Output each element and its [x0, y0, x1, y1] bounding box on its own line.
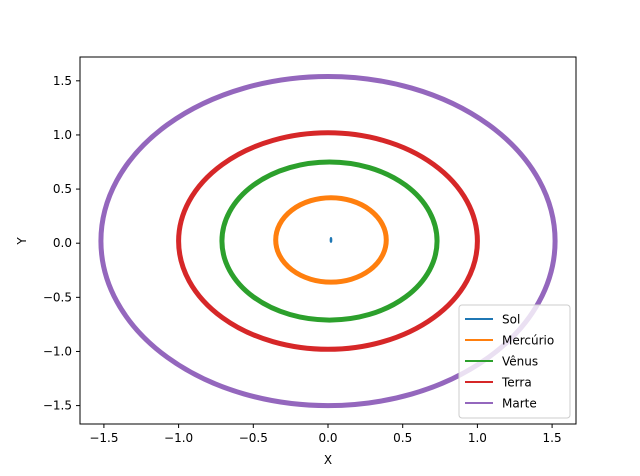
legend-label: Terra — [501, 376, 532, 390]
y-tick-label: 0.5 — [53, 182, 72, 196]
y-tick-label: −0.5 — [43, 290, 72, 304]
x-tick-label: 1.5 — [543, 431, 562, 445]
orbit-marte — [98, 73, 558, 409]
y-axis-ticks: −1.5 −1.0 −0.5 0.0 0.5 1.0 1.5 — [43, 74, 80, 413]
x-tick-label: −1.0 — [164, 431, 193, 445]
x-tick-label: −1.5 — [89, 431, 118, 445]
legend: Sol Mercúrio Vênus Terra Marte — [458, 304, 571, 419]
orbit-venus — [219, 159, 440, 323]
y-tick-label: 1.5 — [53, 74, 72, 88]
legend-label: Mercúrio — [502, 334, 554, 348]
legend-frame — [458, 304, 571, 419]
y-tick-label: −1.0 — [43, 344, 72, 358]
legend-label: Marte — [502, 397, 537, 411]
x-axis-ticks: −1.5 −1.0 −0.5 0.0 0.5 1.0 1.5 — [89, 424, 562, 445]
orbit-terra — [176, 130, 480, 352]
y-tick-label: −1.5 — [43, 399, 72, 413]
x-tick-label: 0.0 — [318, 431, 337, 445]
orbit-mercurio — [273, 195, 389, 285]
x-axis-label: X — [324, 453, 332, 467]
y-tick-label: 1.0 — [53, 128, 72, 142]
y-axis-label: Y — [15, 237, 29, 246]
x-tick-label: −0.5 — [239, 431, 268, 445]
legend-label: Sol — [502, 313, 520, 327]
series-layer — [98, 73, 558, 409]
x-tick-label: 1.0 — [468, 431, 487, 445]
y-tick-label: 0.0 — [53, 236, 72, 250]
orbit-sol — [329, 237, 333, 243]
legend-label: Vênus — [502, 355, 538, 369]
x-tick-label: 0.5 — [393, 431, 412, 445]
